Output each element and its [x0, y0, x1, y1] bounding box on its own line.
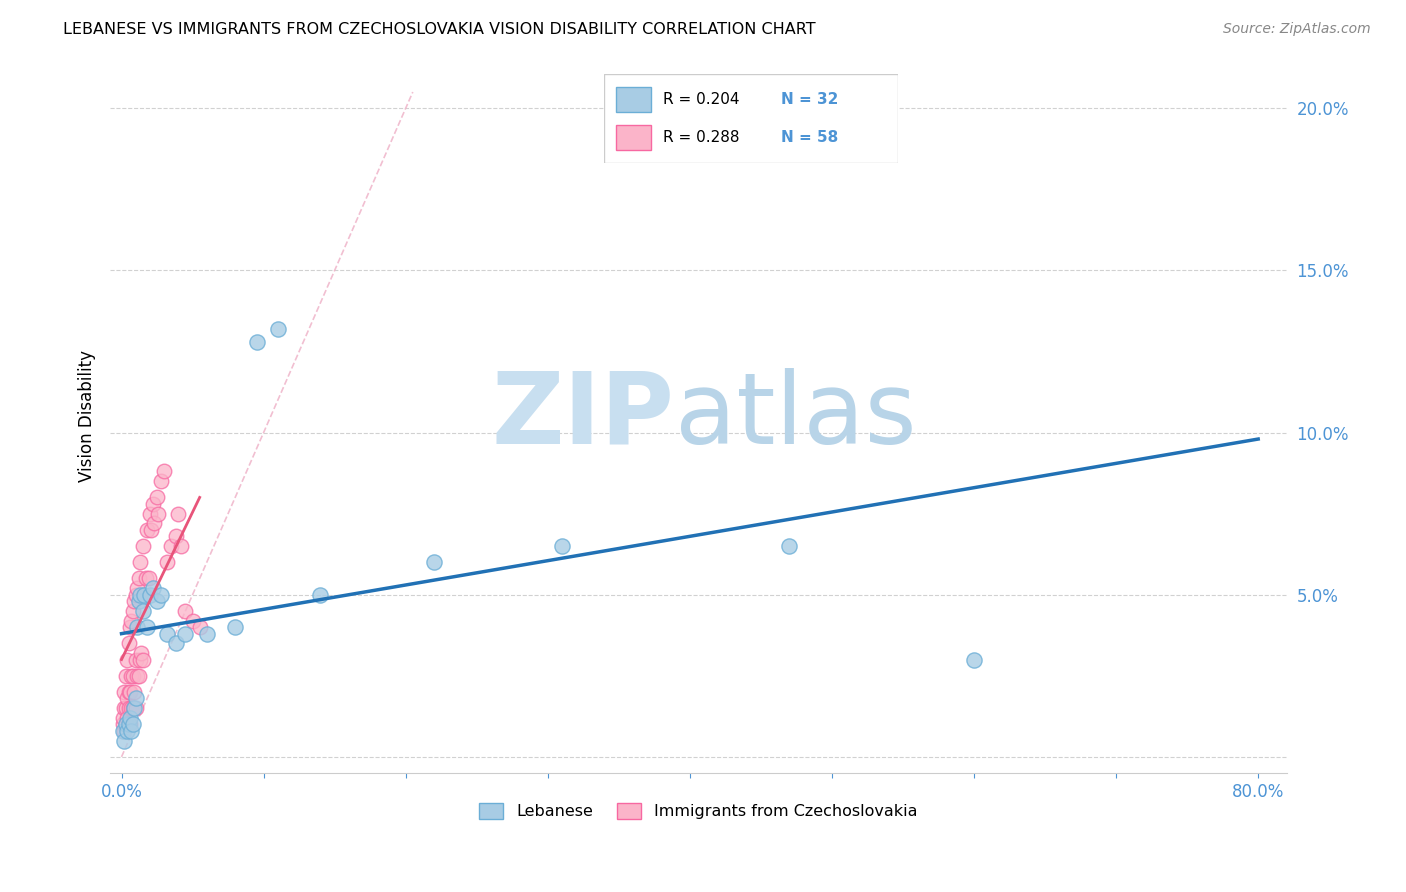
Point [125, 652, 148, 666]
Point [122, 669, 145, 683]
Point [129, 555, 152, 569]
Point [153, 465, 176, 479]
Point [125, 701, 148, 715]
Point [124, 685, 146, 699]
Point [114, 669, 136, 683]
Point [167, 507, 190, 521]
Point [121, 701, 143, 715]
Point [112, 685, 135, 699]
Point [195, 626, 218, 640]
Point [181, 614, 204, 628]
Point [111, 723, 134, 738]
Point [551, 539, 574, 553]
Point [165, 636, 187, 650]
Point [121, 723, 143, 738]
Point [122, 717, 145, 731]
Point [122, 701, 145, 715]
Point [136, 523, 159, 537]
Point [115, 711, 138, 725]
Point [139, 588, 162, 602]
Point [148, 507, 170, 521]
Point [174, 604, 197, 618]
Point [146, 594, 169, 608]
Point [132, 539, 155, 553]
Point [117, 701, 139, 715]
Point [224, 620, 246, 634]
Point [127, 620, 149, 634]
Point [778, 539, 800, 553]
Point [118, 620, 141, 634]
Point [128, 594, 150, 608]
Point [127, 581, 149, 595]
Point [128, 572, 150, 586]
Point [143, 516, 166, 531]
Point [165, 529, 187, 543]
Point [117, 636, 139, 650]
Point [124, 594, 146, 608]
Point [423, 555, 446, 569]
Point [115, 723, 138, 738]
Point [150, 474, 173, 488]
Point [146, 491, 169, 505]
Point [117, 717, 139, 731]
Point [125, 691, 148, 706]
Point [112, 701, 135, 715]
Point [124, 701, 146, 715]
Point [134, 588, 156, 602]
Text: ZIP: ZIP [492, 368, 675, 465]
Text: Source: ZipAtlas.com: Source: ZipAtlas.com [1223, 22, 1371, 37]
Point [170, 539, 193, 553]
Legend: Lebanese, Immigrants from Czechoslovakia: Lebanese, Immigrants from Czechoslovakia [472, 797, 924, 826]
Point [129, 588, 152, 602]
Point [142, 497, 165, 511]
Point [118, 711, 141, 725]
Text: LEBANESE VS IMMIGRANTS FROM CZECHOSLOVAKIA VISION DISABILITY CORRELATION CHART: LEBANESE VS IMMIGRANTS FROM CZECHOSLOVAK… [63, 22, 815, 37]
Point [111, 711, 134, 725]
Point [122, 604, 145, 618]
Point [114, 717, 136, 731]
Point [156, 626, 179, 640]
Point [141, 523, 163, 537]
Point [129, 652, 152, 666]
Point [963, 652, 986, 666]
Point [174, 626, 197, 640]
Point [139, 507, 162, 521]
Point [125, 588, 148, 602]
Point [121, 614, 143, 628]
Point [309, 588, 332, 602]
Point [132, 604, 155, 618]
Text: atlas: atlas [675, 368, 917, 465]
Point [188, 620, 211, 634]
Point [134, 588, 156, 602]
Point [112, 733, 135, 747]
Point [118, 685, 141, 699]
Point [138, 572, 160, 586]
Point [114, 717, 136, 731]
Point [160, 539, 183, 553]
Point [112, 723, 135, 738]
Point [135, 572, 157, 586]
Point [127, 669, 149, 683]
Point [118, 717, 141, 731]
Point [117, 717, 139, 731]
Point [142, 581, 165, 595]
Point [132, 652, 155, 666]
Point [111, 717, 134, 731]
Point [115, 691, 138, 706]
Point [136, 620, 159, 634]
Point [156, 555, 179, 569]
Point [121, 669, 143, 683]
Point [245, 334, 267, 349]
Point [115, 652, 138, 666]
Point [131, 646, 153, 660]
Y-axis label: Vision Disability: Vision Disability [79, 351, 96, 483]
Point [114, 701, 136, 715]
Point [150, 588, 173, 602]
Point [117, 685, 139, 699]
Point [267, 322, 290, 336]
Point [128, 669, 150, 683]
